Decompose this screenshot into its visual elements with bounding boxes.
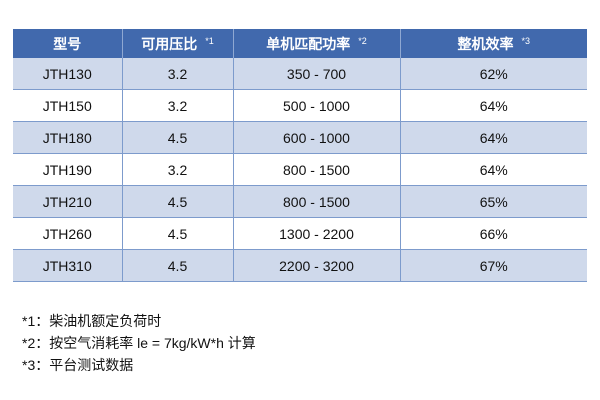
table-cell: JTH190 bbox=[13, 153, 123, 186]
table-cell: 2200 - 3200 bbox=[232, 249, 401, 282]
column-header: 单机匹配功率 *2 bbox=[232, 29, 401, 58]
footnote-2: *2：按空气消耗率 le = 7kg/kW*h 计算 bbox=[22, 335, 256, 351]
table-cell: JTH260 bbox=[13, 217, 123, 250]
table-row: JTH180 4.5 600 - 1000 64% bbox=[13, 121, 587, 154]
column-header-note: *1 bbox=[205, 35, 214, 46]
table-cell: JTH130 bbox=[13, 58, 123, 90]
table-cell: 66% bbox=[399, 217, 587, 250]
table-cell: 4.5 bbox=[121, 249, 234, 282]
column-header-note: *2 bbox=[358, 35, 367, 46]
table-row: JTH310 4.5 2200 - 3200 67% bbox=[13, 249, 587, 282]
table-cell: 64% bbox=[399, 89, 587, 122]
table-cell: 500 - 1000 bbox=[232, 89, 401, 122]
table-cell: 1300 - 2200 bbox=[232, 217, 401, 250]
column-header-label: 可用压比 bbox=[141, 35, 198, 52]
table-cell: 4.5 bbox=[121, 217, 234, 250]
footnote-1: *1：柴油机额定负荷时 bbox=[22, 313, 162, 329]
table-cell: JTH210 bbox=[13, 185, 123, 218]
column-header-label: 整机效率 bbox=[457, 35, 514, 52]
header-row: 型号 可用压比 *1 单机匹配功率 *2 整机效率 *3 bbox=[13, 29, 587, 58]
table-cell: 64% bbox=[399, 153, 587, 186]
table-cell: 800 - 1500 bbox=[232, 153, 401, 186]
column-header-label: 型号 bbox=[53, 35, 82, 52]
table-cell: 800 - 1500 bbox=[232, 185, 401, 218]
column-header: 型号 bbox=[13, 29, 123, 58]
table-cell: 350 - 700 bbox=[232, 58, 401, 90]
table-cell: JTH310 bbox=[13, 249, 123, 282]
table-cell: 3.2 bbox=[121, 58, 234, 90]
table-cell: 65% bbox=[399, 185, 587, 218]
table-row: JTH210 4.5 800 - 1500 65% bbox=[13, 185, 587, 218]
table-row: JTH130 3.2 350 - 700 62% bbox=[13, 58, 587, 90]
footnotes: *1：柴油机额定负荷时 *2：按空气消耗率 le = 7kg/kW*h 计算 *… bbox=[22, 310, 256, 376]
table-cell: 4.5 bbox=[121, 121, 234, 154]
table-cell: JTH180 bbox=[13, 121, 123, 154]
table-cell: 3.2 bbox=[121, 153, 234, 186]
table-cell: 600 - 1000 bbox=[232, 121, 401, 154]
table-row: JTH260 4.5 1300 - 2200 66% bbox=[13, 217, 587, 250]
table-row: JTH190 3.2 800 - 1500 64% bbox=[13, 153, 587, 186]
column-header-note: *3 bbox=[521, 35, 530, 46]
spec-table: 型号 可用压比 *1 单机匹配功率 *2 整机效率 *3 JTH130 3.2 350 - 70… bbox=[13, 29, 587, 282]
column-header-label: 单机匹配功率 bbox=[266, 35, 351, 52]
table-cell: 62% bbox=[399, 58, 587, 90]
table-cell: JTH150 bbox=[13, 89, 123, 122]
table-cell: 67% bbox=[399, 249, 587, 282]
table-row: JTH150 3.2 500 - 1000 64% bbox=[13, 89, 587, 122]
table-cell: 4.5 bbox=[121, 185, 234, 218]
footnote-3: *3：平台测试数据 bbox=[22, 357, 134, 373]
column-header: 可用压比 *1 bbox=[121, 29, 234, 58]
table-cell: 64% bbox=[399, 121, 587, 154]
column-header: 整机效率 *3 bbox=[399, 29, 587, 58]
table-cell: 3.2 bbox=[121, 89, 234, 122]
